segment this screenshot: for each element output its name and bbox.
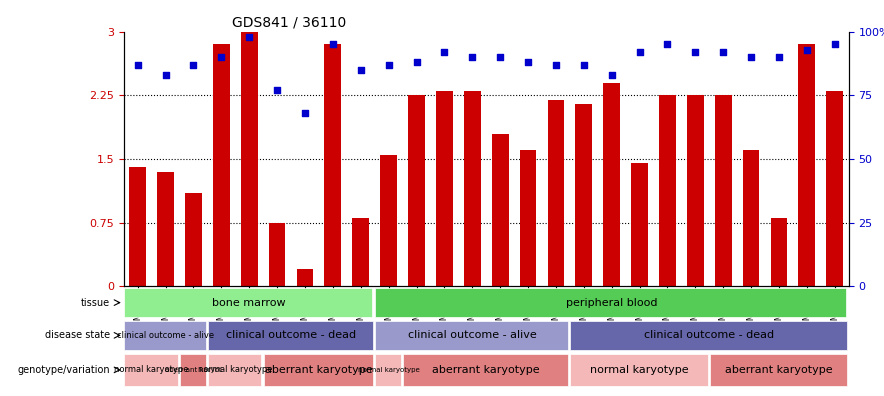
Bar bbox=[353, 218, 370, 286]
Bar bbox=[492, 133, 508, 286]
Point bbox=[409, 59, 423, 65]
Text: aberrant karyotype: aberrant karyotype bbox=[432, 365, 540, 375]
Point bbox=[354, 67, 368, 73]
Bar bbox=[687, 95, 704, 286]
Point bbox=[158, 72, 172, 78]
Bar bbox=[603, 83, 620, 286]
FancyBboxPatch shape bbox=[125, 321, 206, 350]
Bar bbox=[380, 155, 397, 286]
FancyBboxPatch shape bbox=[375, 354, 400, 386]
Text: disease state: disease state bbox=[45, 330, 110, 340]
FancyBboxPatch shape bbox=[124, 288, 372, 317]
Text: peripheral blood: peripheral blood bbox=[566, 298, 658, 308]
Point bbox=[576, 62, 591, 68]
Text: clinical outcome - alive: clinical outcome - alive bbox=[117, 331, 214, 340]
Text: clinical outcome - dead: clinical outcome - dead bbox=[226, 330, 356, 340]
FancyBboxPatch shape bbox=[570, 354, 707, 386]
FancyBboxPatch shape bbox=[180, 354, 206, 386]
Bar bbox=[715, 95, 732, 286]
Point bbox=[632, 49, 646, 55]
Point bbox=[549, 62, 563, 68]
FancyBboxPatch shape bbox=[403, 354, 568, 386]
Bar bbox=[659, 95, 675, 286]
Text: normal karyotype: normal karyotype bbox=[591, 365, 689, 375]
Point bbox=[242, 34, 256, 40]
FancyBboxPatch shape bbox=[125, 354, 178, 386]
Text: aberrant karyotype: aberrant karyotype bbox=[265, 365, 373, 375]
Bar bbox=[240, 32, 257, 286]
Bar bbox=[798, 44, 815, 286]
Point bbox=[214, 54, 228, 60]
FancyBboxPatch shape bbox=[375, 288, 846, 317]
Bar bbox=[464, 91, 481, 286]
Bar bbox=[771, 218, 788, 286]
Point bbox=[298, 110, 312, 116]
Point bbox=[800, 46, 814, 53]
Bar bbox=[269, 223, 286, 286]
Text: aberrant karyotype: aberrant karyotype bbox=[725, 365, 833, 375]
Point bbox=[131, 62, 145, 68]
Bar bbox=[827, 91, 843, 286]
Point bbox=[326, 41, 340, 48]
Bar bbox=[547, 99, 564, 286]
Text: genotype/variation: genotype/variation bbox=[17, 365, 110, 375]
FancyBboxPatch shape bbox=[208, 354, 262, 386]
Bar bbox=[185, 193, 202, 286]
Point bbox=[660, 41, 674, 48]
Point bbox=[716, 49, 730, 55]
Point bbox=[465, 54, 479, 60]
Point bbox=[382, 62, 396, 68]
Bar bbox=[631, 163, 648, 286]
Point bbox=[438, 49, 452, 55]
Bar bbox=[575, 104, 592, 286]
Bar bbox=[157, 172, 174, 286]
Text: tissue: tissue bbox=[80, 298, 110, 308]
Point bbox=[744, 54, 758, 60]
Point bbox=[493, 54, 507, 60]
Text: clinical outcome - alive: clinical outcome - alive bbox=[408, 330, 537, 340]
Point bbox=[605, 72, 619, 78]
Bar bbox=[324, 44, 341, 286]
Bar bbox=[743, 150, 759, 286]
Bar bbox=[520, 150, 537, 286]
Bar bbox=[213, 44, 230, 286]
Bar bbox=[436, 91, 453, 286]
Point bbox=[827, 41, 842, 48]
FancyBboxPatch shape bbox=[570, 321, 847, 350]
Text: aberr ant karyot: aberr ant karyot bbox=[165, 367, 222, 373]
Text: normal karyotype: normal karyotype bbox=[358, 367, 420, 373]
Point bbox=[521, 59, 535, 65]
Text: normal karyotype: normal karyotype bbox=[198, 366, 272, 374]
FancyBboxPatch shape bbox=[375, 321, 568, 350]
Point bbox=[689, 49, 703, 55]
FancyBboxPatch shape bbox=[263, 354, 373, 386]
Text: normal karyotype: normal karyotype bbox=[114, 366, 189, 374]
Bar bbox=[297, 269, 313, 286]
Text: bone marrow: bone marrow bbox=[212, 298, 286, 308]
FancyBboxPatch shape bbox=[208, 321, 373, 350]
Point bbox=[187, 62, 201, 68]
Point bbox=[270, 87, 284, 93]
Text: clinical outcome - dead: clinical outcome - dead bbox=[644, 330, 774, 340]
Text: GDS841 / 36110: GDS841 / 36110 bbox=[232, 15, 347, 29]
FancyBboxPatch shape bbox=[710, 354, 847, 386]
Bar bbox=[408, 95, 425, 286]
Bar bbox=[129, 168, 146, 286]
Point bbox=[772, 54, 786, 60]
